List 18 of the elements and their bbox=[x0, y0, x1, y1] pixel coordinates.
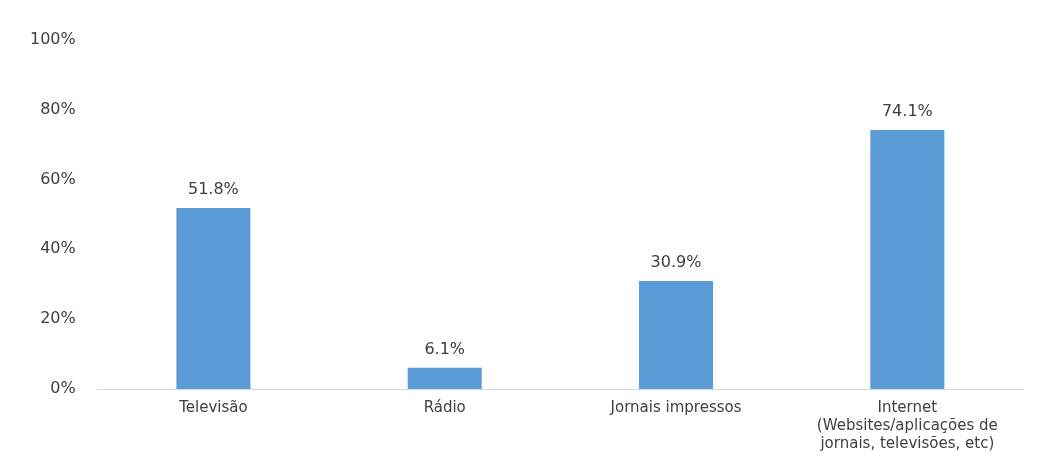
y-tick-label: 0% bbox=[50, 378, 76, 398]
y-tick-label: 60% bbox=[40, 168, 76, 188]
y-tick-label: 100% bbox=[29, 28, 76, 48]
bar bbox=[176, 208, 251, 389]
data-label: 51.8% bbox=[187, 179, 239, 199]
y-tick-label: 40% bbox=[40, 238, 76, 258]
y-tick-label: 20% bbox=[40, 308, 76, 328]
x-tick-label: Televisão bbox=[178, 397, 248, 416]
bar bbox=[639, 281, 714, 389]
x-tick-label: Jornais impressos bbox=[609, 397, 742, 416]
bar bbox=[870, 130, 945, 389]
x-tick-label: Rádio bbox=[423, 397, 466, 416]
x-tick-label: Internet (Websites/aplicações de jornais, televisões, etc) bbox=[816, 397, 998, 452]
bar bbox=[407, 367, 482, 389]
data-label: 74.1% bbox=[881, 101, 933, 121]
data-label: 30.9% bbox=[650, 252, 702, 272]
data-label: 6.1% bbox=[424, 338, 466, 358]
y-tick-label: 80% bbox=[40, 98, 76, 118]
